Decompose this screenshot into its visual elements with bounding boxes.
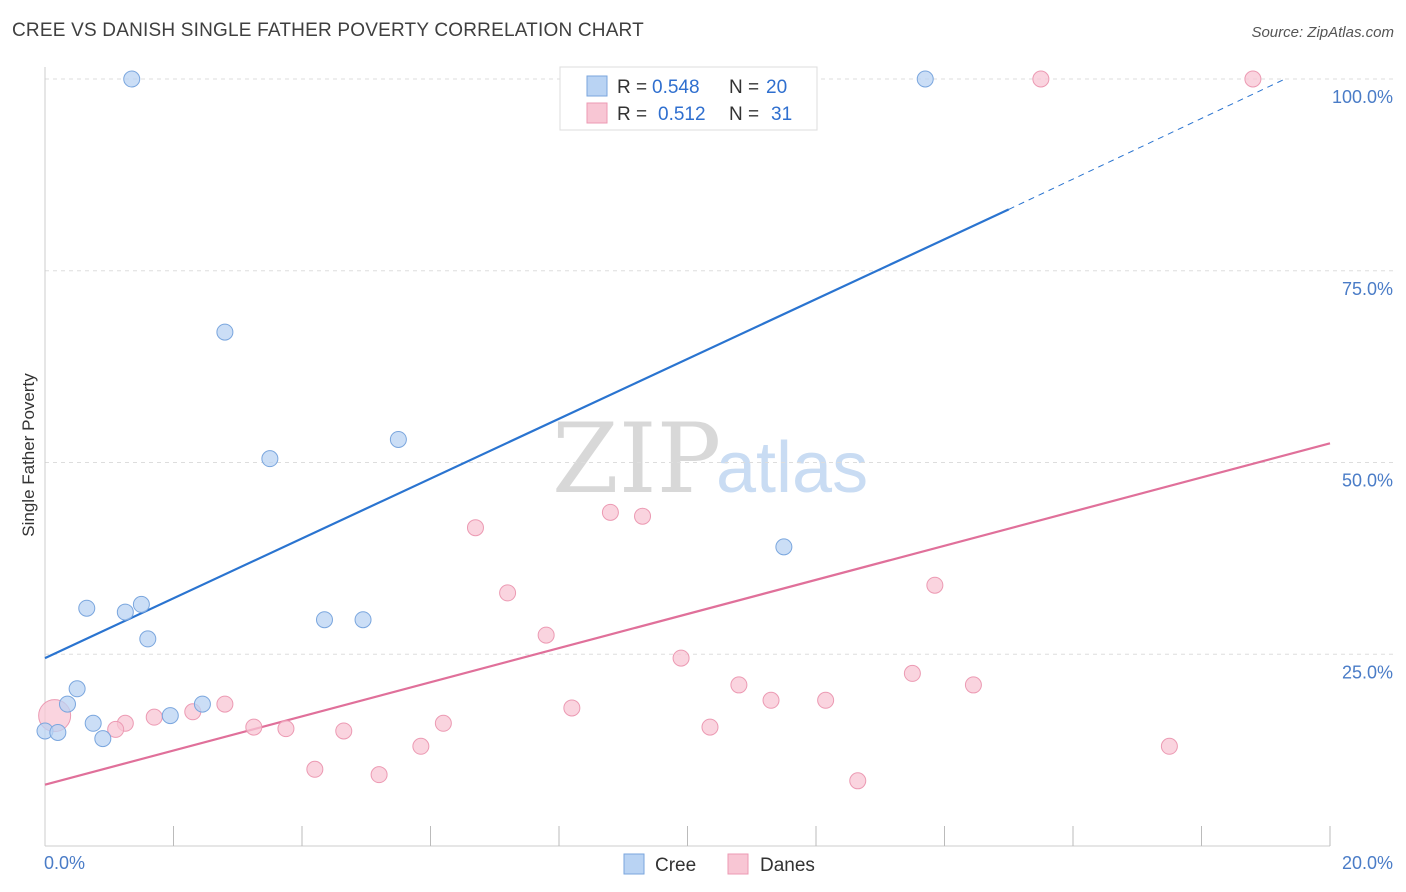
y-axis-label: Single Father Poverty <box>19 373 38 537</box>
data-point-danes <box>466 519 484 537</box>
data-point-cree <box>116 603 134 621</box>
data-point-cree <box>315 611 333 629</box>
legend-cree-n-value: 20 <box>766 77 787 98</box>
data-point-cree <box>78 599 96 617</box>
data-point-danes <box>701 718 719 736</box>
data-point-danes <box>849 772 867 790</box>
data-point-danes <box>926 576 944 594</box>
data-point-cree <box>68 680 86 698</box>
data-point-danes <box>306 760 324 778</box>
legend-cree-n-label: N = <box>729 77 759 98</box>
trend-line-cree-extension <box>1008 78 1286 210</box>
y-tick-label: 100.0% <box>1332 87 1393 107</box>
axes <box>44 67 1331 847</box>
trend-line-cree <box>44 208 1010 660</box>
x-tick-label: 0.0% <box>44 853 85 873</box>
data-point-danes <box>563 699 581 717</box>
source-attribution: Source: ZipAtlas.com <box>1251 24 1394 41</box>
data-point-cree <box>193 695 211 713</box>
data-point-danes <box>216 695 234 713</box>
data-points <box>36 70 1262 790</box>
data-point-danes <box>145 708 163 726</box>
watermark-zip: ZIP <box>552 403 721 515</box>
data-point-cree <box>216 323 234 341</box>
data-point-danes <box>499 584 517 602</box>
data-point-danes <box>412 737 430 755</box>
bottom-legend-cree: Cree <box>655 855 696 876</box>
data-point-danes <box>434 714 452 732</box>
legend-danes-n-value: 31 <box>771 104 792 125</box>
data-point-cree <box>775 538 793 556</box>
data-point-danes <box>1032 70 1050 88</box>
gridlines <box>45 78 1393 655</box>
legend-danes-r-label: R = <box>617 104 647 125</box>
legend-cree-r-label: R = <box>617 77 647 98</box>
tick-labels: 25.0% 50.0% 75.0% 100.0% 0.0% 20.0% <box>44 87 1393 873</box>
legend-swatch-cree <box>586 75 608 97</box>
data-point-danes <box>1244 70 1262 88</box>
y-tick-label: 75.0% <box>1342 279 1393 299</box>
data-point-danes <box>672 649 690 667</box>
data-point-cree <box>354 611 372 629</box>
bottom-legend-swatch-cree <box>623 853 645 875</box>
data-point-cree <box>58 695 76 713</box>
data-point-cree <box>84 714 102 732</box>
y-tick-label: 25.0% <box>1342 662 1393 682</box>
watermark: ZIP atlas <box>552 403 868 515</box>
data-point-danes <box>964 676 982 694</box>
bottom-legend: Cree Danes <box>623 853 815 876</box>
data-point-danes <box>537 626 555 644</box>
data-point-cree <box>916 70 934 88</box>
data-point-cree <box>49 723 67 741</box>
data-point-cree <box>161 707 179 725</box>
legend: R = 0.548 N = 20 R = 0.512 N = 31 <box>559 66 818 131</box>
bottom-legend-swatch-danes <box>727 853 749 875</box>
data-point-danes <box>817 691 835 709</box>
data-point-cree <box>389 430 407 448</box>
data-point-danes <box>903 664 921 682</box>
y-tick-label: 50.0% <box>1342 471 1393 491</box>
watermark-atlas: atlas <box>716 428 868 508</box>
data-point-cree <box>139 630 157 648</box>
legend-danes-n-label: N = <box>729 104 759 125</box>
x-tick-label: 20.0% <box>1342 853 1393 873</box>
data-point-danes <box>335 722 353 740</box>
chart-title: CREE VS DANISH SINGLE FATHER POVERTY COR… <box>12 20 644 41</box>
data-point-danes <box>277 720 295 738</box>
data-point-danes <box>107 720 125 738</box>
data-point-danes <box>730 676 748 694</box>
data-point-cree <box>94 730 112 748</box>
legend-danes-r-value: 0.512 <box>658 104 706 125</box>
legend-cree-r-value: 0.548 <box>652 77 700 98</box>
bottom-legend-danes: Danes <box>760 855 815 876</box>
legend-swatch-danes <box>586 102 608 124</box>
data-point-danes <box>370 766 388 784</box>
data-point-danes <box>762 691 780 709</box>
data-point-danes <box>245 718 263 736</box>
data-point-danes <box>1160 737 1178 755</box>
data-point-cree <box>261 450 279 468</box>
data-point-danes <box>634 507 652 525</box>
data-point-cree <box>123 70 141 88</box>
data-point-cree <box>132 595 150 613</box>
data-point-danes <box>601 503 619 521</box>
